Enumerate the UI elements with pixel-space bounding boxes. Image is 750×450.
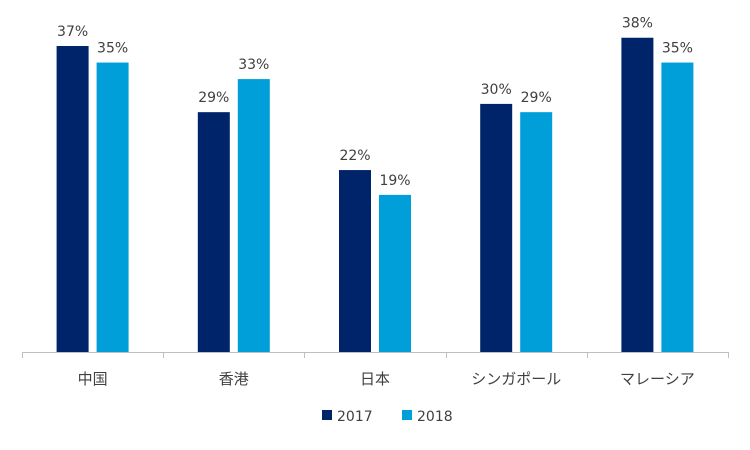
data-labels-layer: 37% 35% 29% 33% 22% 19% 30% 29% 38% 35% [57,16,693,189]
data-label-2018-0: 35% [97,41,128,57]
legend: 2017 2018 [322,409,453,425]
legend-swatch-2017 [322,410,332,420]
bar-2017-0 [56,46,89,352]
data-label-2017-4: 38% [622,16,653,32]
bar-2018-0 [96,62,129,353]
legend-label-2018: 2018 [417,409,453,425]
x-axis-tick-labels: 中国 香港 日本 シンガポール マレーシア [78,370,695,388]
bar-2018-1 [237,79,270,352]
data-label-2017-1: 29% [198,90,229,106]
data-label-2017-3: 30% [481,82,512,98]
data-label-2017-2: 22% [339,148,370,164]
bar-2018-2 [379,194,411,352]
bars-layer [56,37,694,353]
bar-2017-2 [339,170,371,352]
x-tick-label-0: 中国 [78,370,108,388]
x-tick-label-4: マレーシア [620,370,695,388]
data-label-2017-0: 37% [57,24,88,40]
data-label-2018-2: 19% [379,173,410,189]
x-axis-ticks [22,352,729,358]
bar-2017-3 [480,103,513,353]
data-label-2018-1: 33% [238,57,269,73]
bar-2018-3 [520,112,553,352]
legend-swatch-2018 [402,410,412,420]
data-label-2018-4: 35% [662,41,693,57]
bar-2017-4 [621,37,654,353]
x-tick-label-3: シンガポール [471,370,561,388]
x-tick-label-2: 日本 [360,370,390,388]
bar-2018-4 [661,62,694,353]
data-label-2018-3: 29% [521,90,552,106]
legend-label-2017: 2017 [337,409,373,425]
bar-2017-1 [197,112,230,352]
x-tick-label-1: 香港 [219,370,249,388]
